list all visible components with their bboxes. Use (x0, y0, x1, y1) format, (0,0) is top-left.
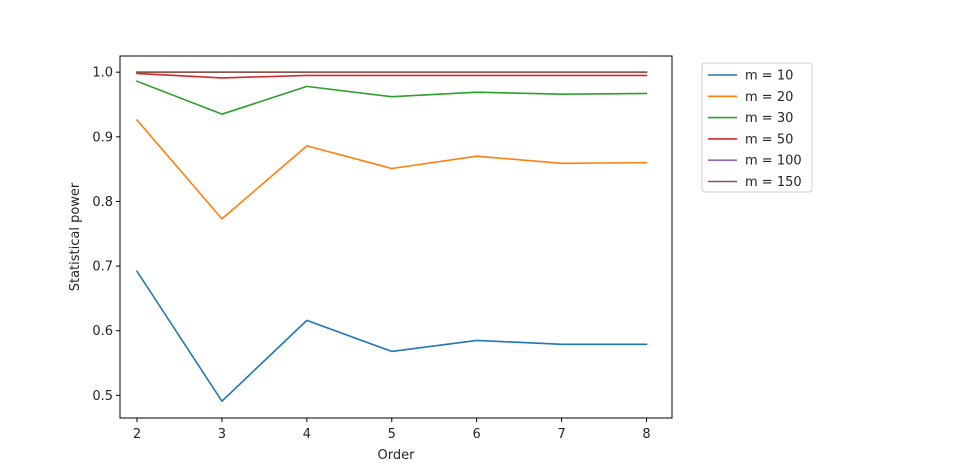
x-axis-ticks: 2 3 4 5 6 7 8 (133, 418, 651, 442)
series-line-3 (135, 80, 648, 115)
y-tick-label: 0.8 (92, 195, 113, 210)
x-tick-label: 6 (473, 427, 481, 442)
legend-items: m = 10 m = 20 m = 30 m = 50 m = 100 m = 150 (708, 69, 802, 190)
y-axis-label: Statistical power (68, 182, 83, 291)
y-axis-ticks: 0.5 0.6 0.7 0.8 0.9 1.0 (92, 66, 120, 404)
legend-entry-label: m = 50 (745, 132, 793, 147)
legend-entry-label: m = 30 (745, 111, 793, 126)
x-tick-label: 3 (218, 427, 226, 442)
legend: m = 10 m = 20 m = 30 m = 50 m = 100 m = 150 (701, 62, 813, 193)
y-tick-label: 0.9 (92, 130, 113, 145)
legend-entry-label: m = 150 (745, 175, 802, 190)
x-tick-label: 2 (133, 427, 141, 442)
plot-frame (119, 55, 673, 419)
x-tick-label: 5 (388, 427, 396, 442)
plot-area (119, 55, 673, 419)
y-tick-label: 0.5 (92, 389, 113, 404)
x-tick-label: 8 (642, 427, 650, 442)
series-line-1 (135, 270, 648, 402)
y-tick-label: 1.0 (92, 66, 113, 81)
legend-entry-label: m = 10 (745, 69, 793, 84)
series-layer (135, 71, 648, 402)
legend-entry-label: m = 100 (745, 154, 802, 169)
series-line-4 (136, 72, 648, 79)
series-line-2 (135, 118, 648, 220)
x-tick-label: 7 (557, 427, 565, 442)
y-tick-label: 0.6 (92, 324, 113, 339)
y-tick-label: 0.7 (92, 260, 113, 275)
legend-entry-label: m = 20 (745, 90, 793, 105)
x-axis-label: Order (378, 448, 416, 463)
x-tick-label: 4 (303, 427, 311, 442)
